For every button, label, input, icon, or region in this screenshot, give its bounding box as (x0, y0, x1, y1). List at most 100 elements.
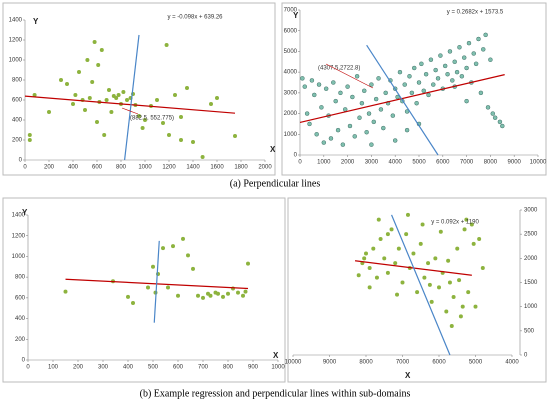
x-axis-label: X (405, 371, 411, 380)
point (466, 290, 471, 295)
x-tick-label: 7000 (460, 160, 474, 166)
point (404, 127, 410, 133)
point (321, 140, 327, 145)
point (121, 90, 126, 94)
x-tick-label: 2000 (258, 165, 272, 171)
point (437, 285, 441, 290)
y-tick-label: 1200 (12, 233, 26, 239)
point (191, 140, 195, 144)
point (438, 53, 443, 58)
point (483, 32, 488, 38)
point (419, 61, 424, 67)
point (362, 256, 367, 261)
x-tick-label: 800 (116, 165, 127, 171)
point (319, 105, 324, 110)
x-tick-label: 200 (73, 365, 84, 371)
x-tick-label: 700 (198, 365, 209, 371)
point (92, 40, 97, 44)
point (323, 86, 329, 91)
point (171, 244, 175, 249)
point (376, 217, 381, 222)
point (342, 107, 348, 112)
y-tick-label: 2000 (284, 111, 298, 117)
point (492, 115, 498, 120)
point (191, 266, 195, 271)
point (385, 232, 390, 237)
point (125, 98, 129, 102)
y-tick-label: 0 (19, 158, 23, 164)
y-tick-label: 0 (22, 358, 26, 364)
point (137, 114, 141, 118)
point (176, 293, 180, 298)
point (390, 113, 396, 118)
point (427, 282, 432, 287)
y-tick-label: 1400 (12, 213, 26, 219)
x-tick-label: 9000 (508, 160, 522, 166)
point (500, 123, 505, 129)
x-tick-label: 4000 (505, 360, 519, 366)
point (382, 256, 387, 261)
point (371, 119, 377, 125)
point (402, 82, 407, 87)
annotation-arrow (121, 107, 139, 115)
y-tick-label: 400 (12, 118, 23, 124)
point (400, 280, 405, 285)
point (307, 121, 312, 127)
y-tick-label: 1000 (12, 254, 26, 260)
x-tick-label: 1200 (162, 165, 176, 171)
point (233, 134, 237, 138)
point (356, 273, 361, 278)
point (414, 100, 419, 106)
point (300, 76, 305, 81)
point (114, 96, 119, 100)
y-tick-label: 1400 (9, 18, 23, 24)
point (345, 84, 350, 89)
x-tick-label: 0 (26, 365, 30, 371)
point (309, 78, 315, 83)
point (366, 111, 372, 116)
point (447, 49, 453, 54)
point (416, 80, 422, 85)
point (167, 133, 171, 137)
point (143, 118, 147, 122)
point (27, 138, 32, 142)
point (185, 86, 189, 90)
point (404, 232, 409, 237)
point (371, 246, 376, 251)
point (333, 98, 338, 104)
x-tick-label: 1000 (317, 160, 331, 166)
point (226, 291, 230, 296)
y-tick-label: 0 (524, 353, 528, 359)
x-tick-label: 100 (48, 365, 59, 371)
y-tick-label: 7000 (284, 8, 298, 14)
point (95, 120, 99, 124)
x-axis-label: X (273, 351, 279, 360)
fit-line (124, 34, 140, 161)
point (378, 237, 383, 241)
panel-frame (287, 197, 547, 383)
point (243, 289, 248, 294)
fit-line (153, 240, 160, 323)
point (216, 291, 220, 296)
point (393, 261, 398, 266)
point (104, 98, 109, 102)
y-tick-label: 3000 (524, 208, 538, 214)
point (433, 67, 438, 73)
point (438, 229, 443, 234)
point (442, 63, 448, 69)
point (246, 261, 250, 266)
point (389, 227, 394, 232)
point (338, 90, 343, 96)
point (459, 74, 465, 79)
point (90, 80, 95, 84)
point (196, 293, 200, 298)
point (445, 71, 450, 77)
x-tick-label: 9000 (323, 360, 337, 366)
point (241, 293, 245, 298)
x-tick-label: 8000 (484, 160, 498, 166)
point (200, 155, 205, 159)
point (71, 102, 75, 106)
point (462, 227, 467, 232)
point (383, 90, 388, 96)
